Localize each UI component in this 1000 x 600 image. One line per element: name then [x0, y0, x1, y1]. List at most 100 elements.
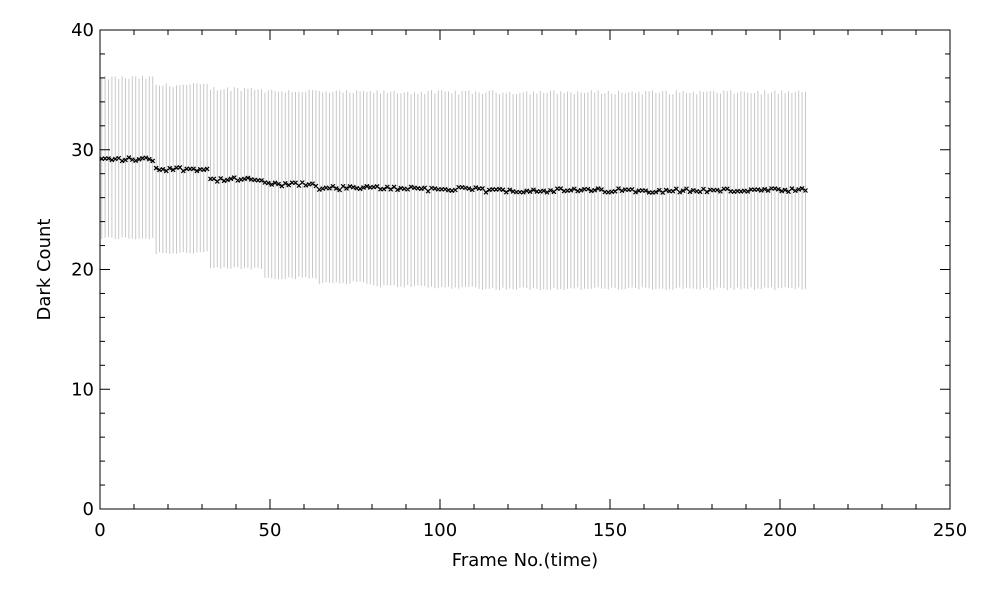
- data-point: [180, 168, 186, 174]
- data-point: [680, 188, 686, 194]
- data-point: [571, 186, 577, 192]
- data-point: [395, 187, 400, 193]
- data-point: [677, 189, 683, 195]
- data-point: [588, 188, 594, 194]
- data-point: [265, 180, 271, 186]
- data-point: [211, 176, 217, 182]
- x-tick-labels: 0 50 100 150 200 250: [94, 520, 967, 541]
- data-point: [789, 186, 795, 191]
- data-point: [782, 187, 788, 193]
- y-tick-label: 10: [71, 379, 94, 400]
- data-point: [405, 186, 411, 192]
- data-point: [497, 186, 502, 192]
- data-point: [191, 166, 196, 172]
- data-point: [575, 188, 581, 194]
- data-point: [656, 187, 662, 193]
- x-tick-label: 150: [593, 520, 627, 541]
- data-point: [119, 158, 125, 164]
- data-point: [303, 182, 309, 188]
- data-point: [466, 186, 472, 191]
- data-point: [473, 185, 479, 190]
- data-point: [245, 175, 251, 181]
- data-point: [704, 189, 710, 195]
- data-point: [762, 186, 768, 192]
- data-point: [259, 177, 264, 183]
- data-point: [276, 181, 281, 187]
- y-axis-label: Dark Count: [34, 219, 55, 321]
- data-point: [384, 184, 390, 190]
- x-tick-label: 100: [423, 520, 457, 541]
- data-point: [106, 156, 111, 161]
- data-point: [486, 187, 492, 193]
- y-tick-label: 40: [71, 20, 94, 41]
- x-tick-label: 0: [94, 520, 105, 541]
- data-point: [272, 180, 278, 186]
- data-point: [660, 190, 666, 195]
- data-point: [123, 157, 128, 163]
- data-point: [592, 187, 598, 193]
- data-point: [323, 185, 329, 191]
- data-point: [228, 176, 234, 182]
- data-point: [449, 188, 455, 194]
- data-point: [327, 185, 332, 191]
- data-point: [599, 187, 604, 192]
- x-axis-label: Frame No.(time): [452, 550, 598, 571]
- data-point: [442, 186, 448, 192]
- data-point: [306, 181, 312, 187]
- data-point: [595, 186, 601, 191]
- data-points: [99, 155, 808, 195]
- data-point: [772, 186, 778, 191]
- data-point: [663, 187, 669, 193]
- data-point: [524, 188, 530, 194]
- data-point: [578, 187, 584, 193]
- data-point: [527, 189, 533, 195]
- data-point: [758, 188, 764, 193]
- data-point: [347, 183, 353, 189]
- data-point: [167, 165, 173, 171]
- data-point: [126, 155, 132, 161]
- data-point: [160, 166, 166, 172]
- data-point: [779, 188, 785, 194]
- data-point: [221, 178, 227, 184]
- data-point: [741, 188, 747, 194]
- data-point: [153, 165, 159, 171]
- data-point: [204, 166, 210, 172]
- data-point: [350, 184, 356, 190]
- data-point: [463, 185, 468, 191]
- data-point: [316, 187, 322, 193]
- data-point: [469, 187, 475, 193]
- data-point: [510, 189, 516, 194]
- data-point: [507, 187, 513, 193]
- data-point: [269, 182, 275, 187]
- error-bars: [101, 75, 806, 291]
- data-point: [112, 156, 118, 162]
- data-point: [480, 185, 485, 191]
- data-point: [129, 157, 135, 163]
- data-point: [201, 167, 207, 173]
- data-point: [544, 189, 550, 195]
- data-point: [286, 182, 292, 188]
- data-point: [765, 188, 771, 194]
- data-point: [364, 183, 370, 189]
- data-point: [718, 188, 723, 194]
- data-point: [432, 186, 438, 191]
- axis-ticks: [99, 29, 951, 510]
- data-point: [146, 156, 152, 162]
- data-point: [745, 188, 751, 194]
- data-point: [418, 186, 424, 192]
- y-tick-labels: 0 10 20 30 40: [71, 20, 94, 520]
- data-point: [520, 189, 526, 195]
- data-point: [558, 186, 564, 191]
- data-point: [194, 168, 200, 174]
- data-point: [177, 165, 183, 170]
- data-point: [585, 186, 591, 192]
- data-point: [643, 188, 649, 194]
- data-point: [320, 186, 326, 192]
- data-point: [503, 189, 509, 195]
- data-point: [371, 184, 377, 190]
- data-point: [724, 186, 730, 192]
- data-point: [792, 188, 798, 194]
- data-point: [548, 187, 553, 193]
- data-point: [459, 184, 465, 190]
- data-point: [157, 167, 162, 173]
